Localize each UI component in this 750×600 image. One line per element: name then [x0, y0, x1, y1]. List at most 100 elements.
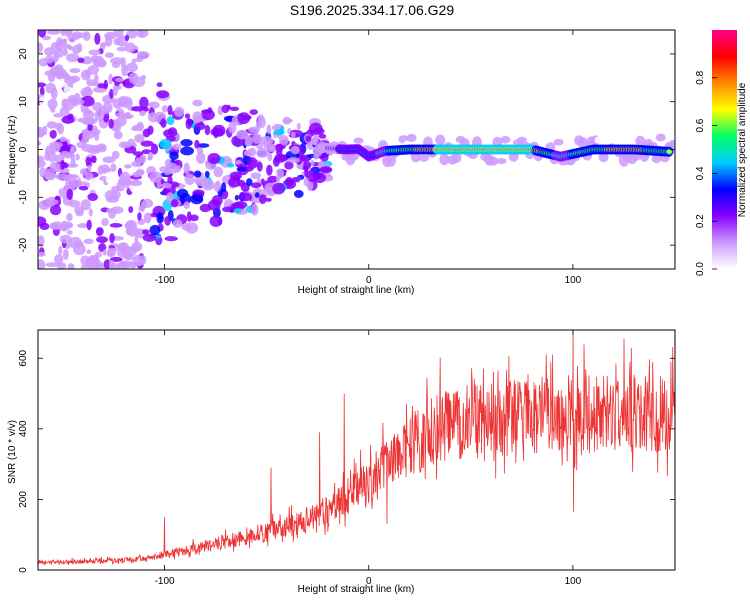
spectrogram-cell [80, 95, 95, 107]
spectrogram-cell [107, 247, 116, 257]
spectrogram-cell [266, 164, 273, 176]
spectrogram-cell [185, 222, 199, 234]
spectrogram-cell [84, 69, 91, 79]
spectrogram-cell [221, 104, 230, 114]
spectrogram-cell [169, 151, 179, 161]
spectrogram-cell [406, 133, 417, 143]
spectrogram-cell [110, 57, 124, 65]
spectrogram-cell [204, 170, 210, 178]
spectrogram-cell [94, 109, 105, 121]
spectrogram-cell [594, 136, 605, 144]
snr-frame [37, 329, 676, 571]
spectrogram-cell [60, 159, 65, 171]
spectrogram-cell [43, 47, 55, 56]
spectrogram-cell [95, 251, 103, 258]
spectrogram-cell [496, 158, 507, 165]
spectrogram-cell [89, 255, 100, 262]
spectrogram-cell [46, 121, 58, 129]
spectrogram-cell [79, 168, 88, 176]
spectrogram-cell [96, 236, 109, 244]
spectrogram-cell [102, 156, 116, 164]
spectrogram-cell [439, 153, 450, 166]
spectrogram-cell [38, 126, 46, 137]
spectrogram-cell [63, 86, 73, 93]
spectrogram-cell [260, 178, 265, 186]
spectrogram-cell [39, 222, 50, 231]
spectrogram-cell [109, 88, 114, 99]
spectrogram-y-axis: -20 -10 0 10 20 [18, 48, 675, 252]
spectrogram-cell [75, 153, 80, 161]
spectrogram-cell [126, 62, 138, 73]
x-tick-label: 100 [565, 275, 582, 286]
spectrogram-cell [167, 104, 173, 116]
spectrogram-cell [183, 162, 191, 175]
spectrogram-cell [86, 78, 96, 87]
spectrogram-cell [304, 168, 309, 178]
spectrogram-cell [267, 175, 279, 183]
spectrogram-cell [308, 122, 323, 135]
spectrogram-cell [149, 224, 161, 236]
spectrogram-cell [88, 208, 93, 217]
spectrogram-cell [142, 229, 150, 235]
spectrogram-cell [67, 32, 77, 43]
spectrogram-cell [77, 57, 85, 64]
spectrogram-cell [290, 145, 300, 155]
spectrogram-cell [305, 135, 312, 143]
spectrogram-cell [116, 111, 127, 119]
spectrogram-cell [138, 30, 144, 38]
spectrogram-cell [50, 107, 56, 113]
spectrogram-cell [207, 199, 221, 211]
spectrogram-cell [209, 215, 223, 227]
spectrogram-cell [266, 143, 277, 152]
spectrogram-cell [129, 179, 143, 187]
spectrogram-cell [128, 206, 134, 213]
spectrogram-cell [655, 133, 666, 142]
spectrogram-cell [147, 112, 159, 123]
spectrogram-cell [553, 138, 564, 146]
spectrogram-cell [90, 261, 102, 269]
spectrogram-ridge-core [666, 150, 672, 154]
spectrogram-cell [124, 222, 136, 228]
spectrogram-cell [319, 153, 329, 162]
snr-y-label: SNR (10 * v/v) [7, 420, 18, 484]
spectrogram-cell [195, 152, 206, 164]
spectrogram-cell [54, 195, 61, 201]
spectrogram-cell [51, 221, 63, 230]
spectrogram-cell [74, 206, 85, 215]
snr-background [38, 330, 675, 570]
spectrogram-cell [236, 166, 247, 172]
snr-y-axis: 0 200 400 600 [18, 349, 675, 573]
spectrogram-cell [161, 105, 168, 113]
colorbar-tick-label: 0.4 [695, 166, 706, 180]
spectrogram-cell [254, 192, 260, 198]
spectrogram-x-axis: -100 0 100 [155, 30, 582, 286]
spectrogram-cell [418, 154, 429, 162]
spectrogram-cell [155, 90, 170, 99]
spectrogram-cell [49, 68, 60, 78]
spectrogram-cell [108, 259, 115, 269]
spectrogram-cell [38, 251, 46, 257]
colorbar-ticks: 0.0 0.2 0.4 0.6 0.8 [695, 70, 717, 276]
x-tick-label: 100 [565, 576, 582, 587]
spectrogram-cell [195, 179, 210, 184]
spectrogram-cell [256, 161, 263, 172]
snr-x-axis: -100 0 100 [155, 330, 582, 587]
spectrogram-cell [123, 164, 132, 169]
colorbar-label: Normalized spectral amplitude [737, 82, 748, 217]
spectrogram-cell [173, 106, 185, 117]
spectrogram-cell [210, 127, 224, 137]
spectrogram-cell [60, 30, 66, 37]
spectrogram-cell [136, 121, 144, 132]
spectrogram-cell [49, 129, 57, 139]
spectrogram-cell [190, 194, 204, 205]
spectrogram-cell [166, 116, 175, 126]
spectrogram-cell [180, 139, 193, 147]
y-tick-label: 400 [18, 420, 29, 437]
spectrogram-cell [85, 109, 92, 116]
spectrogram-cell [59, 184, 64, 189]
spectrogram-cell [69, 75, 81, 83]
spectrogram-cell [38, 30, 47, 38]
spectrogram-cell [196, 146, 204, 155]
spectrogram-cell [221, 182, 227, 193]
